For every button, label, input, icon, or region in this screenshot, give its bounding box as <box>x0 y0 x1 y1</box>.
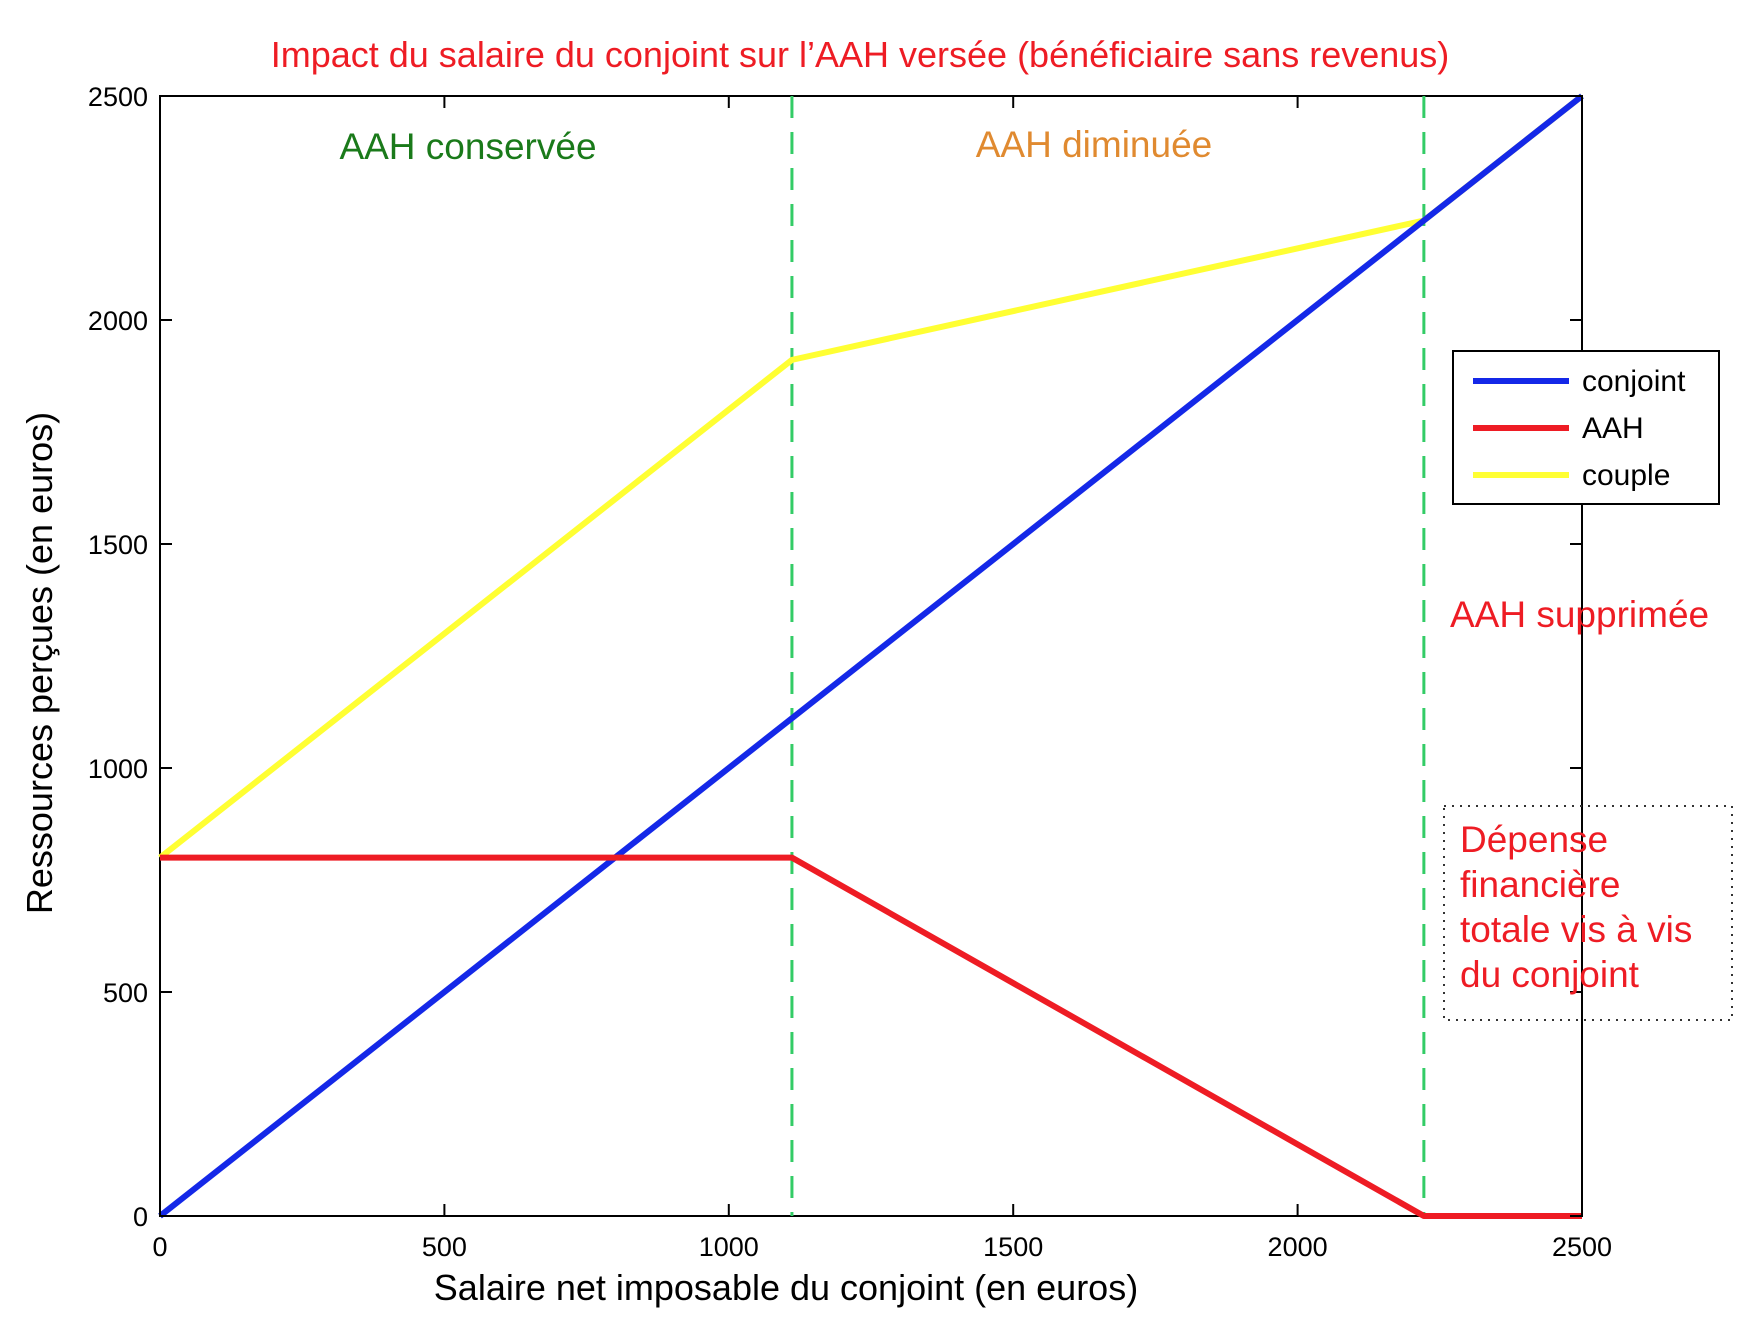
x-tick-label: 2000 <box>1268 1232 1328 1262</box>
x-tick-label: 1500 <box>983 1232 1043 1262</box>
y-tick-label: 0 <box>133 1202 148 1232</box>
expense-note-box: Dépense financière totale vis à vis du c… <box>1443 805 1733 1021</box>
axes-box <box>159 95 1583 1217</box>
annotation-aah-conservee: AAH conservée <box>339 126 596 167</box>
x-tick-label: 1000 <box>699 1232 759 1262</box>
x-tick-label: 500 <box>422 1232 467 1262</box>
x-tick-label: 2500 <box>1552 1232 1612 1262</box>
legend-label-couple: couple <box>1582 459 1670 492</box>
plot-area <box>158 93 1584 1219</box>
x-tick-label: 0 <box>152 1232 167 1262</box>
x-axis-title: Salaire net imposable du conjoint (en eu… <box>434 1267 1138 1308</box>
axis-ticks: 0 500 1000 1500 2000 2500 0 500 1000 1500 2000 2500 <box>88 82 1612 1262</box>
expense-note-line: Dépense <box>1460 819 1608 860</box>
chart-title: Impact du salaire du conjoint sur l’AAH … <box>271 34 1450 75</box>
y-axis-title: Ressources perçues (en euros) <box>19 412 60 914</box>
expense-note-line: financière <box>1460 864 1620 905</box>
legend-label-aah: AAH <box>1582 412 1644 445</box>
y-tick-label: 500 <box>103 978 148 1008</box>
y-tick-label: 1500 <box>88 530 148 560</box>
y-tick-label: 1000 <box>88 754 148 784</box>
y-tick-label: 2500 <box>88 82 148 112</box>
series-line-aah <box>160 854 1582 1219</box>
expense-note-line: du conjoint <box>1460 954 1640 995</box>
annotation-aah-diminuee: AAH diminuée <box>976 124 1213 165</box>
legend: conjoint AAH couple <box>1452 350 1720 505</box>
expense-note-line: totale vis à vis <box>1460 909 1692 950</box>
annotation-aah-supprimee: AAH supprimée <box>1450 594 1709 635</box>
series-line-conjoint <box>158 93 1584 1219</box>
y-tick-label: 2000 <box>88 306 148 336</box>
legend-label-conjoint: conjoint <box>1582 365 1686 398</box>
series-line-couple <box>158 93 1584 860</box>
